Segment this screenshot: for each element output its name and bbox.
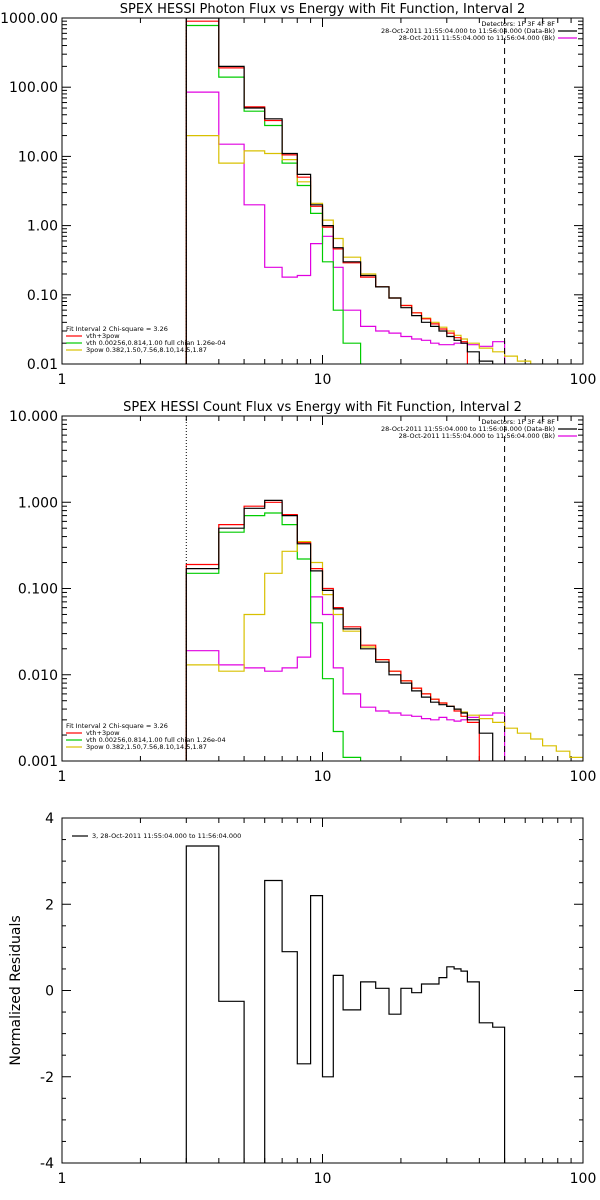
series-group	[185, 845, 506, 1163]
chart-panel-3: 1 10 100 4 2 0 -2 -4 Normalized Residuals 3, 28-O…	[8, 811, 597, 1187]
series-line-red	[185, 20, 468, 364]
series-line-yellow	[185, 135, 532, 364]
x-tick-label: 100	[570, 1171, 597, 1187]
y-tick-label: 2	[45, 897, 54, 913]
x-tick-label: 10	[314, 372, 332, 388]
y-tick-label: 1.000	[18, 495, 58, 511]
legend-bottom-text: vth 0.00256,0.814,1.00 full chian 1.26e-…	[86, 736, 226, 744]
x-tick-label: 10	[314, 1171, 332, 1187]
y-tick-label: -4	[40, 1156, 54, 1172]
legend-bottom-text: vth 0.00256,0.814,1.00 full chian 1.26e-…	[86, 339, 226, 347]
legend-bottom-text: Fit Interval 2 Chi-square = 3.26	[66, 325, 168, 333]
series-line-black	[185, 18, 494, 364]
series-line-magenta	[185, 596, 506, 761]
chart-title: SPEX HESSI Count Flux vs Energy with Fit…	[123, 400, 522, 415]
legend-top-text: 28-Oct-2011 11:55:04.000 to 11:56:04.000…	[381, 27, 555, 35]
series-line-yellow	[185, 541, 583, 761]
series-group	[185, 18, 532, 364]
chart-panel-1: SPEX HESSI Photon Flux vs Energy with Fi…	[0, 2, 596, 388]
chart-title: SPEX HESSI Photon Flux vs Energy with Fi…	[120, 2, 526, 17]
y-axis-label: Normalized Residuals	[8, 915, 24, 1065]
legend-top-text: 28-Oct-2011 11:55:04.000 to 11:56:04.000…	[399, 34, 555, 42]
x-tick-label: 100	[570, 372, 597, 388]
y-tick-label: 0.010	[18, 668, 58, 684]
x-tick-label: 1	[58, 372, 67, 388]
y-tick-label: 10.00	[18, 149, 58, 165]
series-line-green	[185, 24, 362, 364]
plot-frame	[61, 415, 584, 762]
y-tick-label: 0.100	[18, 582, 58, 598]
x-tick-label: 1	[58, 1171, 67, 1187]
y-tick-label: 100.00	[9, 80, 58, 96]
y-tick-label: 1000.00	[0, 11, 58, 27]
y-tick-label: 0	[45, 984, 54, 1000]
series-line-black	[185, 845, 506, 1163]
legend-top-text: Detectors: 1F 3F 4F 8F	[481, 20, 555, 28]
legend-top-text: 28-Oct-2011 11:55:04.000 to 11:56:04.000…	[381, 425, 555, 433]
legend-top-text: Detectors: 1F 3F 4F 8F	[481, 418, 555, 426]
legend-bottom-text: Fit Interval 2 Chi-square = 3.26	[66, 722, 168, 730]
y-tick-label: 0.10	[27, 288, 58, 304]
chart-panel-2: SPEX HESSI Count Flux vs Energy with Fit…	[9, 400, 597, 785]
y-tick-label: 0.001	[18, 754, 58, 770]
x-tick-label: 10	[314, 769, 332, 785]
legend-text: 3, 28-Oct-2011 11:55:04.000 to 11:56:04.…	[92, 832, 241, 840]
y-tick-label: 10.000	[9, 409, 58, 425]
series-line-green	[185, 512, 362, 761]
series-group	[185, 499, 583, 761]
legend-bottom-text: vth+3pow	[86, 332, 120, 340]
legend-bottom-text: 3pow 0.382,1.50,7.56,8.10,14.5,1.87	[86, 346, 207, 354]
plot-frame	[61, 817, 584, 1164]
plot-frame	[61, 17, 584, 365]
y-tick-label: 1.00	[27, 219, 58, 235]
x-tick-label: 1	[58, 769, 67, 785]
legend-top-text: 28-Oct-2011 11:55:04.000 to 11:56:04.000…	[399, 432, 555, 440]
legend-bottom-text: 3pow 0.382,1.50,7.56,8.10,14.5,1.87	[86, 743, 207, 751]
y-tick-label: 4	[45, 811, 54, 827]
series-line-black	[185, 499, 494, 761]
y-tick-label: 0.01	[27, 357, 58, 373]
y-tick-label: -2	[40, 1070, 54, 1086]
x-tick-label: 100	[570, 769, 597, 785]
legend-bottom-text: vth+3pow	[86, 729, 120, 737]
